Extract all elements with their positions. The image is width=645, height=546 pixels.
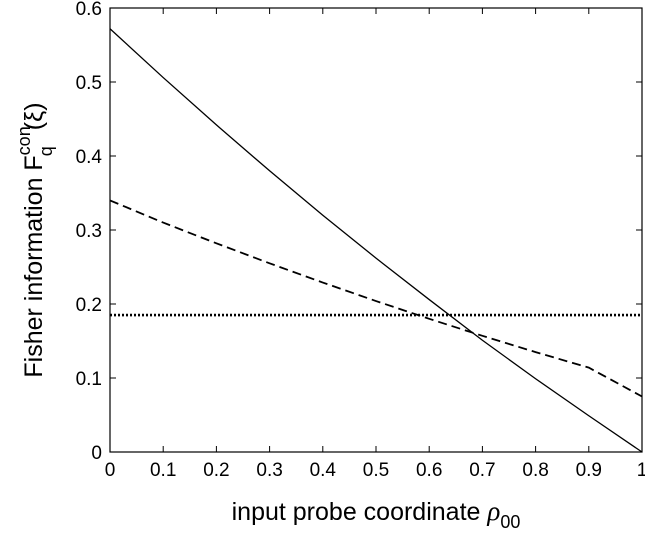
x-axis-label-text: input probe coordinate (232, 498, 488, 526)
y-tick-label: 0.6 (76, 0, 102, 20)
x-tick-label: 0.3 (256, 460, 282, 481)
x-tick-label: 0.6 (416, 460, 442, 481)
y-axis-label: Fisher information Fcon q (ξ) (14, 102, 56, 377)
y-tick-label: 0.2 (76, 295, 102, 316)
x-tick-label: 0.5 (363, 460, 389, 481)
x-axis-label-symbol: ρ (486, 496, 500, 526)
y-axis-label-subscript: q (36, 146, 56, 156)
y-tick-label: 0.3 (76, 221, 102, 242)
ticks-layer: 0 0.1 0.2 0.3 0.4 0.5 0.6 0.7 0.8 0.9 1 0 0.1 0.2 0.3 0… (76, 0, 645, 481)
y-tick-label: 0.5 (76, 73, 102, 94)
x-tick-label: 0.1 (150, 460, 176, 481)
series-line-dashed (109, 199, 643, 398)
x-tick-label: 1 (637, 460, 645, 481)
x-tick-label: 0.7 (469, 460, 495, 481)
x-tick-label: 0.2 (203, 460, 229, 481)
y-tick-label: 0.4 (76, 147, 103, 168)
y-axis-label-argument: (ξ) (20, 102, 48, 130)
x-tick-label: 0 (105, 460, 116, 481)
x-axis-label: input probe coordinate ρ00 (232, 496, 521, 532)
y-tick-label: 0.1 (76, 369, 102, 390)
y-tick-label: 0 (91, 443, 102, 464)
plot-frame (109, 7, 643, 453)
series-line-solid (109, 28, 643, 453)
x-axis-label-subscript: 00 (500, 512, 520, 532)
series-layer (109, 28, 643, 453)
y-axis-label-superscript: con (14, 126, 34, 155)
x-tick-label: 0.4 (310, 460, 337, 481)
y-axis-label-text: Fisher information F (20, 155, 48, 377)
x-tick-label: 0.8 (522, 460, 548, 481)
x-tick-label: 0.9 (576, 460, 602, 481)
